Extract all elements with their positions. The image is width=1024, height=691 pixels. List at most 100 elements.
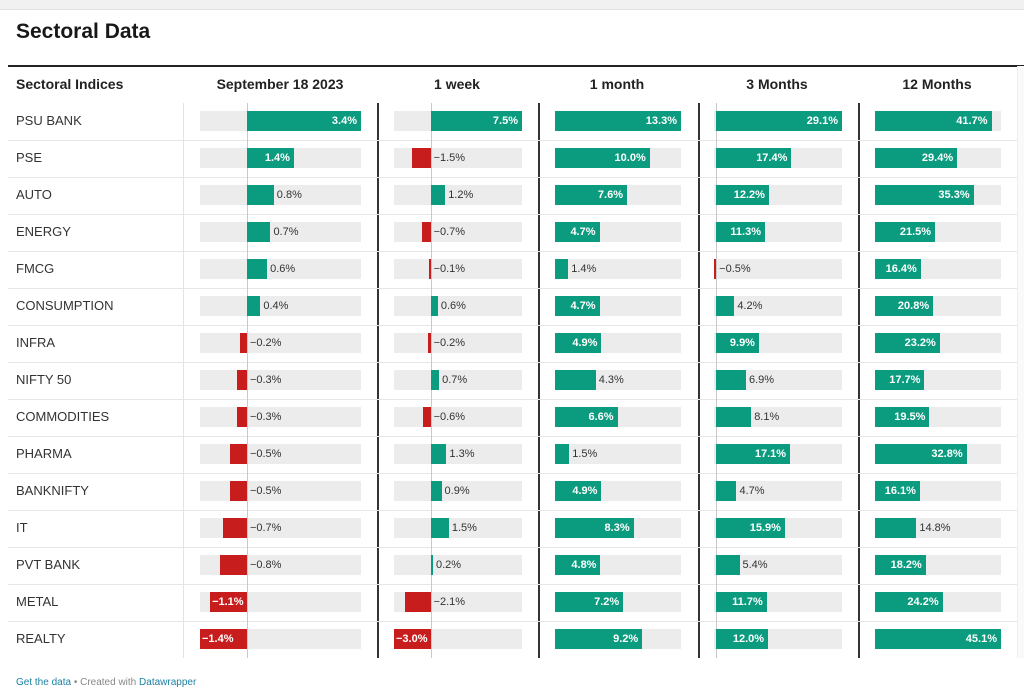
positive-bar bbox=[555, 444, 570, 464]
value-label: 4.9% bbox=[572, 485, 598, 497]
negative-bar bbox=[240, 333, 247, 353]
row-separator bbox=[8, 399, 1024, 400]
header-rule bbox=[8, 65, 1024, 67]
row-separator bbox=[8, 214, 1024, 215]
positive-bar bbox=[716, 111, 842, 131]
row-label: ENERGY bbox=[16, 224, 71, 239]
bar-track bbox=[714, 370, 842, 390]
positive-bar bbox=[875, 370, 925, 390]
positive-bar bbox=[716, 629, 769, 649]
value-label: 4.9% bbox=[572, 337, 598, 349]
bar-track bbox=[394, 518, 522, 538]
value-label: −1.4% bbox=[202, 633, 234, 645]
negative-bar bbox=[394, 629, 431, 649]
positive-bar bbox=[875, 185, 974, 205]
zero-line bbox=[247, 325, 248, 362]
bar-track bbox=[714, 481, 842, 501]
value-label: 1.3% bbox=[449, 448, 475, 460]
zero-line bbox=[431, 251, 432, 288]
positive-bar bbox=[875, 481, 920, 501]
bar-track bbox=[394, 444, 522, 464]
value-label: 20.8% bbox=[897, 300, 930, 312]
row-label: PSE bbox=[16, 150, 43, 165]
positive-bar bbox=[246, 185, 274, 205]
value-label: 4.3% bbox=[598, 374, 624, 386]
row-separator bbox=[8, 177, 1024, 178]
row-separator bbox=[8, 510, 1024, 511]
value-label: 10.0% bbox=[614, 152, 646, 164]
value-label: 21.5% bbox=[899, 226, 932, 238]
row-separator bbox=[8, 621, 1024, 622]
negative-bar bbox=[429, 259, 431, 279]
row-label: CONSUMPTION bbox=[16, 298, 114, 313]
zero-line bbox=[247, 399, 248, 436]
value-label: 0.6% bbox=[440, 300, 466, 312]
positive-bar bbox=[875, 148, 958, 168]
negative-bar bbox=[423, 407, 431, 427]
positive-bar bbox=[555, 296, 600, 316]
column-divider bbox=[698, 103, 700, 658]
value-label: 4.7% bbox=[570, 226, 596, 238]
footer-separator: • Created with bbox=[71, 677, 140, 688]
table-scroll-edge[interactable] bbox=[1017, 66, 1024, 658]
row-label: PVT BANK bbox=[16, 557, 81, 572]
row-separator bbox=[8, 251, 1024, 252]
positive-bar bbox=[430, 370, 440, 390]
positive-bar bbox=[875, 333, 940, 353]
value-label: 4.7% bbox=[739, 485, 765, 497]
value-label: −0.5% bbox=[249, 485, 282, 497]
value-label: 0.9% bbox=[444, 485, 470, 497]
bar-track bbox=[394, 481, 522, 501]
value-label: 17.7% bbox=[889, 374, 921, 386]
value-label: 1.5% bbox=[572, 448, 598, 460]
positive-bar bbox=[430, 444, 447, 464]
value-label: 1.2% bbox=[448, 189, 474, 201]
value-label: −0.5% bbox=[719, 263, 751, 275]
column-header-0: September 18 2023 bbox=[216, 76, 344, 92]
negative-bar bbox=[200, 629, 247, 649]
value-label: 14.8% bbox=[919, 522, 951, 534]
row-label: INFRA bbox=[16, 335, 55, 350]
zero-line bbox=[247, 510, 248, 547]
row-label: IT bbox=[16, 520, 28, 535]
bar-track bbox=[394, 555, 522, 575]
positive-bar bbox=[555, 555, 601, 575]
positive-bar bbox=[875, 518, 917, 538]
value-label: 45.1% bbox=[965, 633, 997, 645]
bar-track bbox=[200, 185, 361, 205]
positive-bar bbox=[555, 592, 624, 612]
positive-bar bbox=[716, 481, 737, 501]
value-label: 11.7% bbox=[732, 596, 763, 608]
zero-line bbox=[431, 325, 432, 362]
value-label: −0.6% bbox=[433, 411, 466, 423]
value-label: 1.5% bbox=[451, 522, 477, 534]
value-label: 17.4% bbox=[756, 152, 788, 164]
column-divider bbox=[183, 103, 184, 658]
positive-bar bbox=[875, 555, 926, 575]
negative-bar bbox=[428, 333, 431, 353]
get-data-link[interactable]: Get the data bbox=[16, 677, 72, 688]
bar-track bbox=[394, 259, 522, 279]
negative-bar bbox=[230, 481, 247, 501]
value-label: 15.9% bbox=[749, 522, 781, 534]
window-top-edge bbox=[0, 0, 1024, 10]
row-separator bbox=[8, 473, 1024, 474]
value-label: 0.7% bbox=[442, 374, 468, 386]
positive-bar bbox=[716, 518, 785, 538]
value-label: −1.1% bbox=[212, 596, 244, 608]
value-label: −1.5% bbox=[433, 152, 466, 164]
positive-bar bbox=[246, 222, 271, 242]
positive-bar bbox=[430, 296, 438, 316]
column-divider bbox=[538, 103, 540, 658]
datawrapper-link[interactable]: Datawrapper bbox=[139, 677, 197, 688]
positive-bar bbox=[716, 296, 735, 316]
positive-bar bbox=[555, 518, 634, 538]
bar-track bbox=[714, 555, 842, 575]
value-label: 32.8% bbox=[931, 448, 963, 460]
value-label: 4.7% bbox=[570, 300, 596, 312]
negative-bar bbox=[236, 407, 247, 427]
negative-bar bbox=[422, 222, 431, 242]
value-label: −2.1% bbox=[433, 596, 466, 608]
row-separator bbox=[8, 288, 1024, 289]
value-label: 29.1% bbox=[806, 115, 838, 127]
